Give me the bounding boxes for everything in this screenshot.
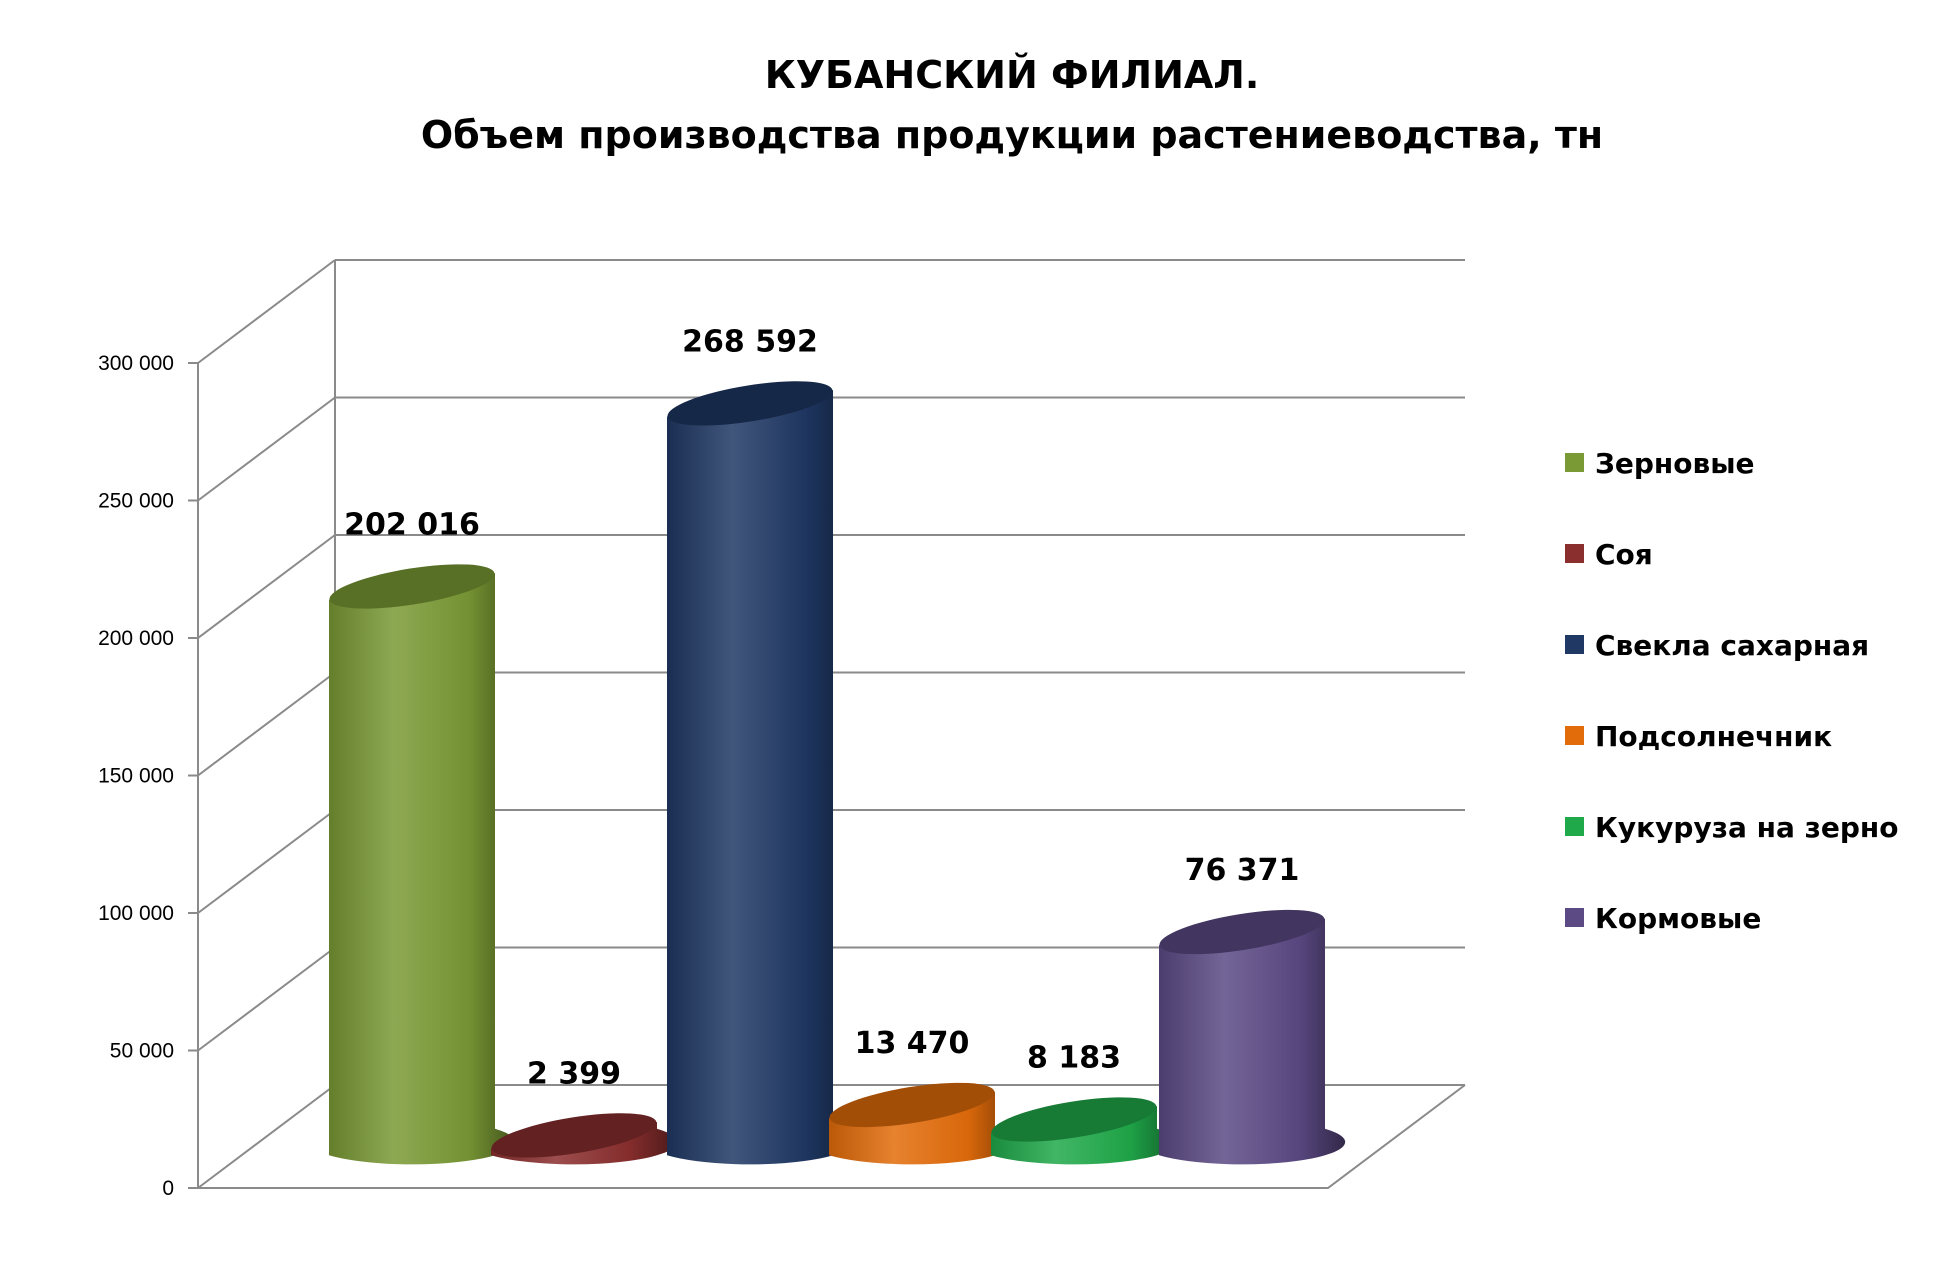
data-label: 76 371: [1185, 853, 1300, 888]
y-axis: 0 50 000 100 000 150 000 200 000 250 000 300 0…: [98, 352, 198, 1200]
bar-1: [491, 1113, 678, 1165]
legend-label: Свекла сахарная: [1595, 629, 1869, 662]
legend-swatch: [1565, 635, 1584, 654]
legend-label: Подсолнечник: [1595, 720, 1832, 753]
bar-top: [329, 564, 495, 609]
bar-4: [991, 1097, 1178, 1165]
data-label: 8 183: [1027, 1040, 1121, 1075]
legend: Зерновые Соя Свекла сахарная Подсолнечник Ку…: [1565, 447, 1898, 935]
bar-body: [829, 1091, 1016, 1165]
bar-top: [667, 381, 833, 426]
chart-walls: [197, 259, 1466, 1189]
legend-swatch: [1565, 817, 1584, 836]
legend-label: Зерновые: [1595, 447, 1755, 480]
y-tick-label: 100 000: [98, 902, 174, 925]
data-label: 202 016: [344, 507, 480, 542]
y-tick-label: 150 000: [98, 765, 174, 788]
bar-3: [829, 1082, 1016, 1165]
data-label: 268 592: [682, 324, 818, 359]
bars: [329, 381, 1346, 1165]
bar-body: [329, 573, 516, 1165]
bar-body: [1159, 918, 1346, 1165]
y-tick-label: 50 000: [110, 1040, 174, 1063]
legend-swatch: [1565, 908, 1584, 927]
y-tick-label: 200 000: [98, 627, 174, 650]
legend-label: Кукуруза на зерно: [1595, 811, 1898, 844]
chart-subtitle: Объем производства продукции растениевод…: [421, 113, 1603, 157]
data-label: 2 399: [527, 1056, 621, 1091]
bar-5: [1159, 909, 1346, 1165]
gridline-side: [197, 534, 336, 639]
bar-top: [829, 1082, 995, 1128]
bar-0: [329, 564, 516, 1165]
y-tick-label: 300 000: [98, 352, 174, 375]
gridline-side: [197, 809, 336, 914]
bar-top: [491, 1113, 657, 1158]
chart-title: КУБАНСКИЙ ФИЛИАЛ.: [765, 53, 1260, 97]
bar-body: [667, 390, 854, 1165]
bar-2: [667, 381, 854, 1165]
legend-swatch: [1565, 453, 1584, 472]
data-labels: 202 016 2 399 268 592 13 470 8 183 76 371: [344, 324, 1299, 1091]
bar-top: [991, 1097, 1157, 1142]
gridline-side: [197, 946, 336, 1052]
gridline-side: [197, 1084, 336, 1189]
y-tick-label: 250 000: [98, 490, 174, 513]
data-label: 13 470: [855, 1026, 970, 1061]
gridline-side: [197, 671, 336, 777]
gridline-side: [197, 259, 336, 364]
legend-swatch: [1565, 726, 1584, 745]
y-tick-label: 0: [162, 1177, 174, 1200]
floor-edge: [198, 1084, 1466, 1189]
legend-label: Соя: [1595, 538, 1653, 571]
gridline-side: [197, 396, 336, 502]
legend-label: Кормовые: [1595, 902, 1761, 935]
legend-swatch: [1565, 544, 1584, 563]
bar-top: [1159, 909, 1325, 955]
